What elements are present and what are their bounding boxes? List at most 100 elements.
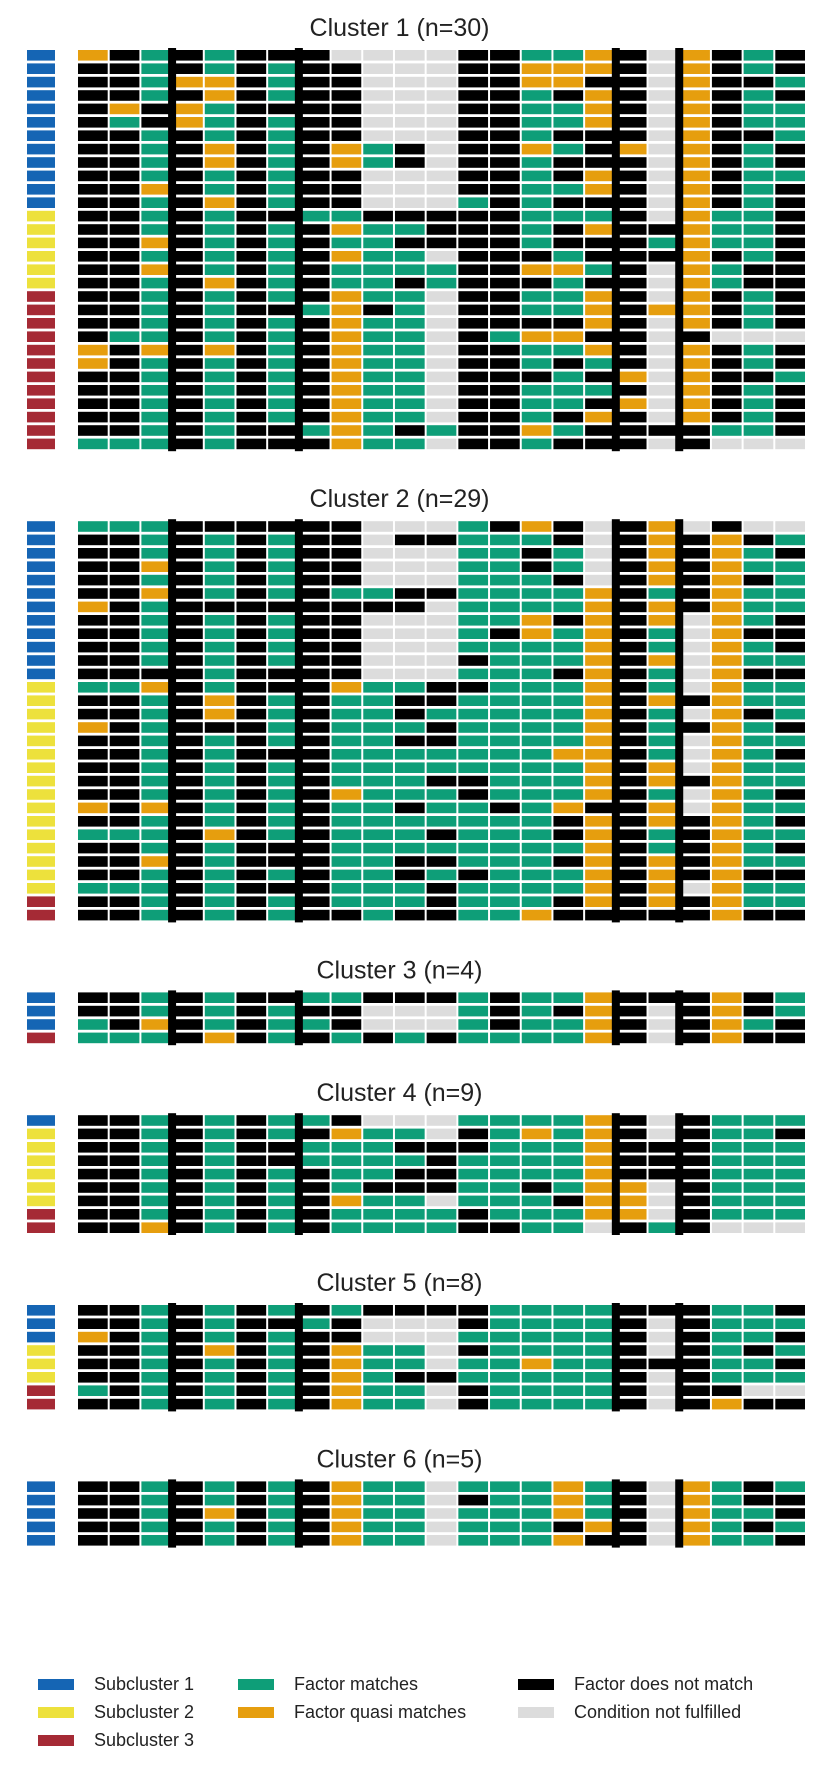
subcluster-marker — [27, 1385, 55, 1396]
heatmap-cell — [109, 291, 140, 302]
heatmap-cell — [363, 561, 393, 572]
heatmap-cell — [426, 548, 457, 559]
heatmap-cell — [743, 588, 774, 599]
heatmap-cell — [616, 425, 647, 436]
heatmap-cell — [236, 1481, 267, 1492]
heatmap-cell — [616, 682, 647, 693]
subcluster-marker — [27, 103, 55, 115]
heatmap-cell — [521, 1142, 552, 1153]
heatmap-cell — [363, 775, 393, 787]
legend-item: Subcluster 2 — [38, 1702, 194, 1722]
heatmap-cell — [299, 574, 330, 586]
heatmap-cell — [394, 103, 425, 115]
heatmap-cell — [363, 548, 393, 559]
heatmap-cell — [775, 331, 805, 342]
heatmap-cell — [173, 869, 203, 881]
heatmap-cell — [426, 411, 457, 423]
heatmap-cell — [553, 574, 584, 586]
heatmap-cell — [711, 157, 742, 168]
heatmap-cell — [648, 1222, 679, 1233]
cluster-title: Cluster 1 (n=30) — [310, 14, 490, 42]
heatmap-cell — [490, 1005, 520, 1017]
heatmap-cell — [490, 103, 520, 115]
heatmap-cell — [394, 90, 425, 101]
heatmap-cell — [521, 521, 552, 532]
heatmap-cell — [458, 184, 489, 195]
heatmap-cell — [268, 1494, 298, 1506]
heatmap-cell — [743, 802, 774, 814]
subcluster-marker — [27, 1115, 55, 1126]
heatmap-cell — [490, 237, 520, 249]
heatmap-cell — [648, 425, 679, 436]
heatmap-cell — [109, 789, 140, 800]
heatmap-cell — [585, 896, 615, 907]
heatmap-cell — [363, 1372, 393, 1383]
heatmap-cell — [553, 398, 584, 409]
heatmap-cell — [458, 371, 489, 383]
heatmap-cell — [616, 1508, 647, 1519]
heatmap-cell — [78, 304, 108, 316]
heatmap-cell — [394, 1385, 425, 1396]
heatmap-cell — [109, 50, 140, 61]
heatmap-cell — [553, 655, 584, 666]
heatmap-cell — [299, 816, 330, 827]
heatmap-cell — [78, 749, 108, 760]
heatmap-cell — [236, 1032, 267, 1044]
heatmap-cell — [204, 438, 235, 450]
heatmap-cell — [204, 291, 235, 302]
heatmap-cell — [331, 197, 362, 208]
heatmap-cell — [204, 869, 235, 881]
heatmap-cell — [553, 588, 584, 599]
heatmap-cell — [616, 304, 647, 316]
heatmap-cell — [521, 76, 552, 88]
legend-swatch — [38, 1735, 74, 1746]
heatmap-cell — [331, 1535, 362, 1546]
heatmap-cell — [616, 668, 647, 680]
heatmap-cell — [78, 1195, 108, 1207]
heatmap-cell — [236, 50, 267, 61]
heatmap-cell — [141, 1331, 172, 1343]
heatmap-cell — [616, 655, 647, 666]
heatmap-cell — [268, 398, 298, 409]
heatmap-cell — [458, 816, 489, 827]
heatmap-cell — [173, 829, 203, 840]
heatmap-cell — [109, 695, 140, 706]
heatmap-cell — [616, 1142, 647, 1153]
heatmap-cell — [616, 170, 647, 182]
heatmap-cell — [680, 398, 710, 409]
heatmap-cell — [553, 708, 584, 720]
heatmap-cell — [743, 856, 774, 867]
heatmap-cell — [236, 371, 267, 383]
heatmap-cell — [616, 398, 647, 409]
heatmap-cell — [204, 76, 235, 88]
heatmap-cell — [299, 1032, 330, 1044]
heatmap-cell — [458, 1318, 489, 1329]
heatmap-cell — [268, 143, 298, 155]
heatmap-cell — [363, 1318, 393, 1329]
heatmap-cell — [109, 816, 140, 827]
heatmap-cell — [394, 184, 425, 195]
heatmap-cell — [490, 1318, 520, 1329]
heatmap-cell — [109, 1508, 140, 1519]
subcluster-marker — [27, 1535, 55, 1546]
heatmap-cell — [521, 1385, 552, 1396]
heatmap-cell — [268, 534, 298, 546]
heatmap-cell — [490, 50, 520, 61]
heatmap-cell — [711, 184, 742, 195]
heatmap-cell — [268, 277, 298, 289]
heatmap-cell — [173, 1358, 203, 1370]
heatmap-cell — [204, 722, 235, 733]
heatmap-cell — [648, 1128, 679, 1140]
heatmap-cell — [648, 708, 679, 720]
heatmap-cell — [458, 909, 489, 921]
heatmap-cell — [78, 548, 108, 559]
heatmap-cell — [775, 641, 805, 653]
heatmap-cell — [363, 856, 393, 867]
heatmap-cell — [426, 1358, 457, 1370]
heatmap-cell — [299, 251, 330, 262]
heatmap-cell — [109, 63, 140, 74]
heatmap-cell — [363, 1521, 393, 1533]
heatmap-cell — [394, 438, 425, 450]
heatmap-cell — [521, 170, 552, 182]
heatmap-cell — [78, 143, 108, 155]
